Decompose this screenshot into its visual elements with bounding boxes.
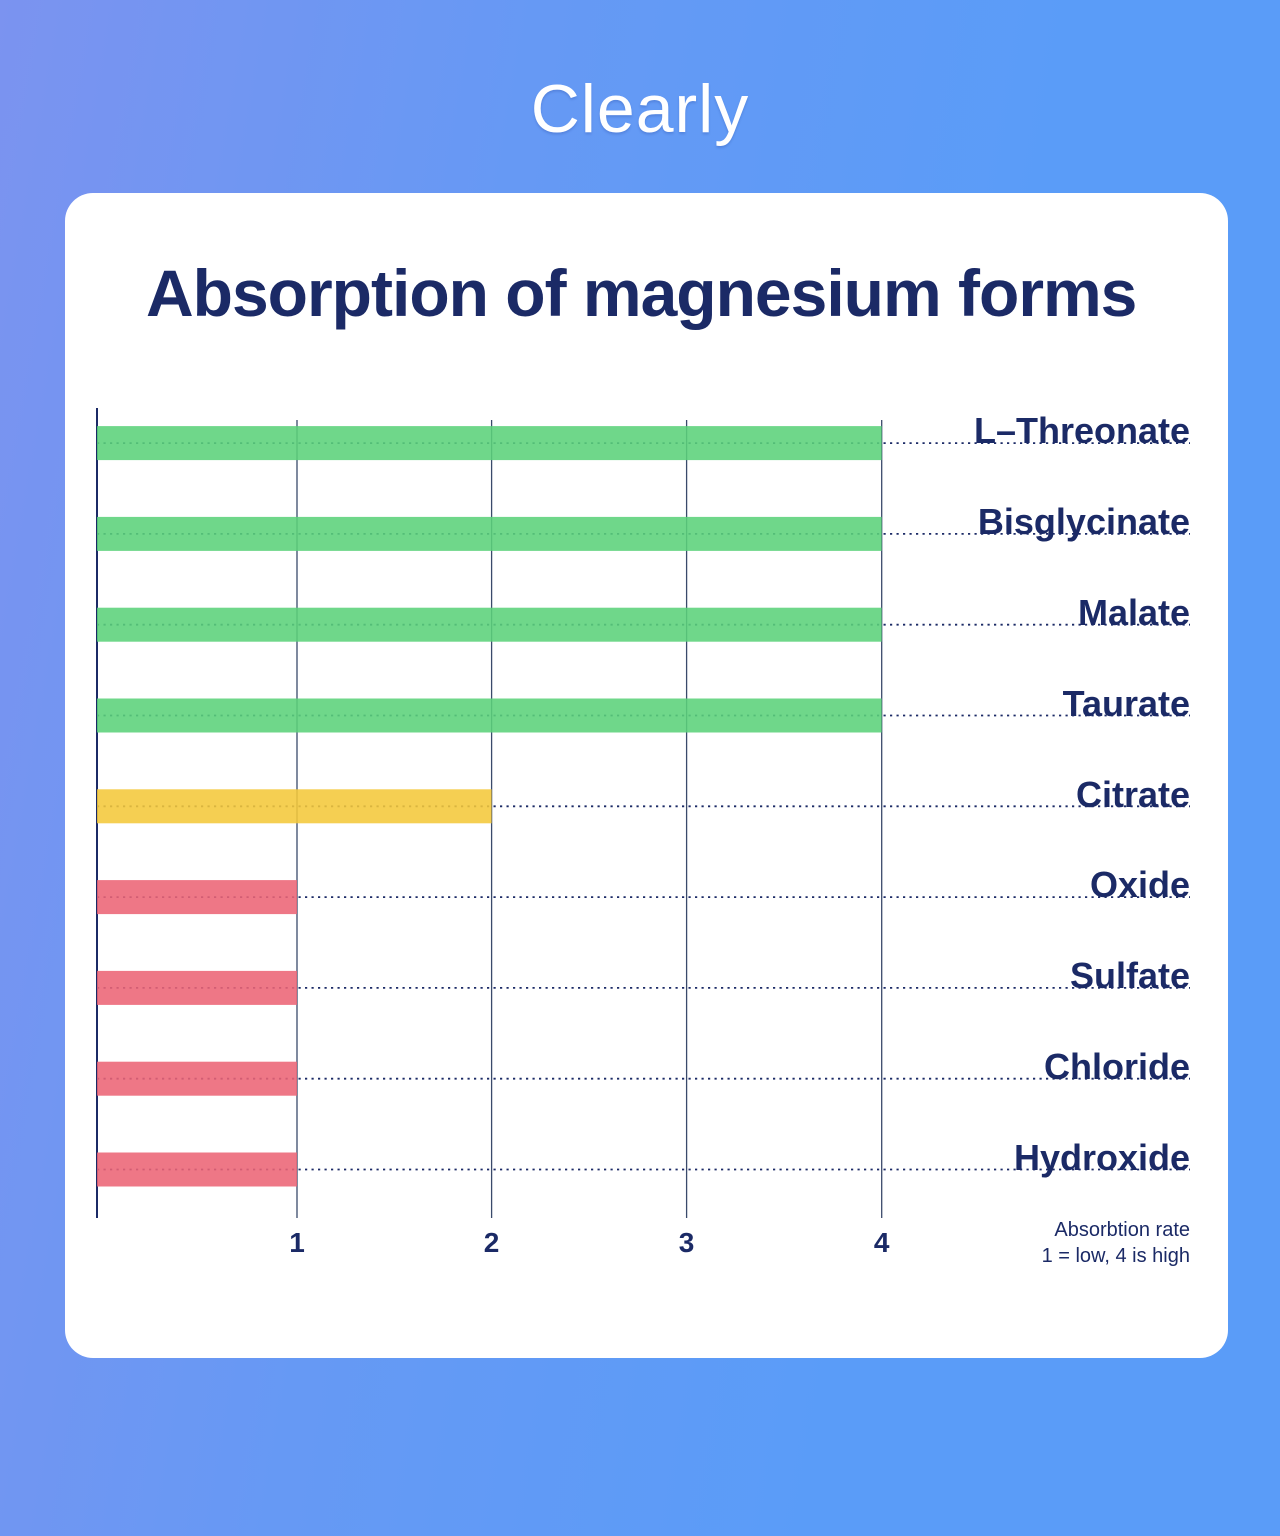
svg-text:2: 2 — [484, 1227, 500, 1258]
svg-text:3: 3 — [679, 1227, 695, 1258]
svg-text:4: 4 — [874, 1227, 890, 1258]
svg-text:1: 1 — [289, 1227, 305, 1258]
